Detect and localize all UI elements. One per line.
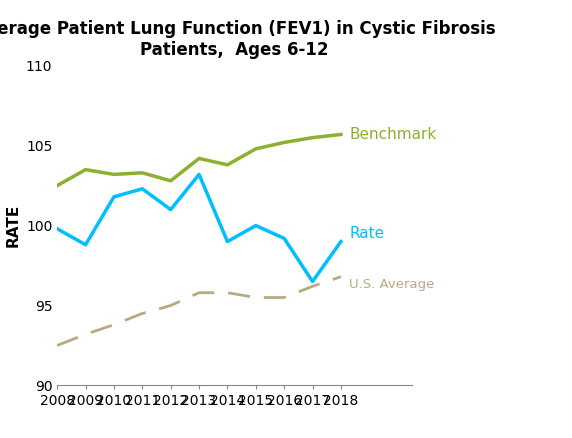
Y-axis label: RATE: RATE xyxy=(5,204,20,247)
Text: Rate: Rate xyxy=(349,226,384,241)
Title: Average Patient Lung Function (FEV1) in Cystic Fibrosis
Patients,  Ages 6-12: Average Patient Lung Function (FEV1) in … xyxy=(0,20,495,59)
Text: U.S. Average: U.S. Average xyxy=(349,278,435,291)
Text: Benchmark: Benchmark xyxy=(349,127,436,142)
